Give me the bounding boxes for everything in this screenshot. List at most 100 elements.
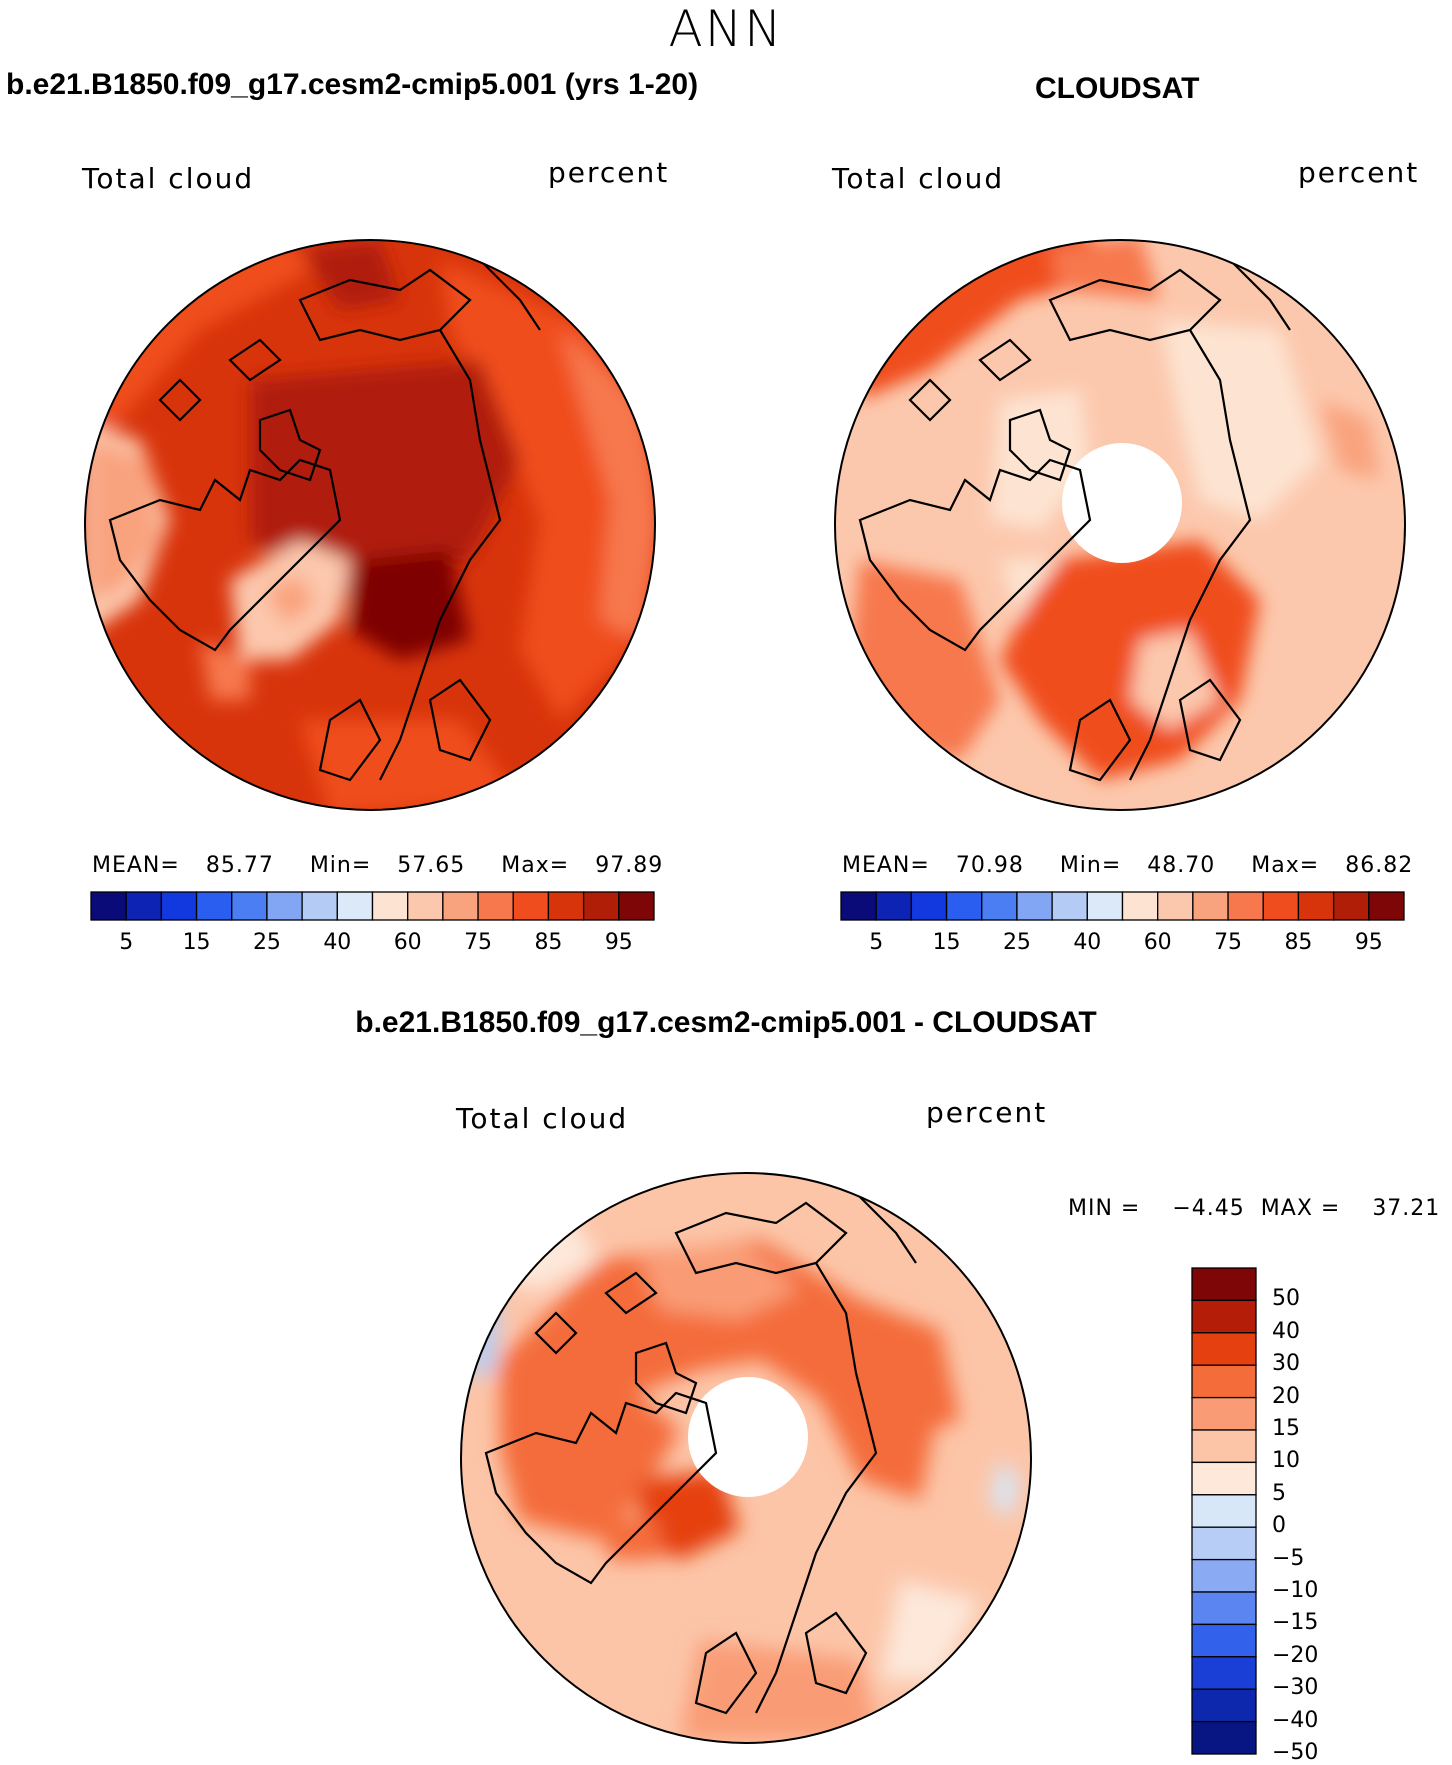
obs-variable-label: Total cloud — [832, 162, 1005, 195]
model-colorbar-tick-label: 95 — [604, 930, 633, 955]
season-title: ANN — [668, 0, 784, 58]
model-colorbar-box — [160, 891, 198, 921]
model-colorbar-box — [125, 891, 163, 921]
diff-colorbar-box — [1191, 1720, 1257, 1755]
diff-variable-label: Total cloud — [456, 1102, 629, 1135]
obs-colorbar-box — [1297, 891, 1335, 921]
model-units-label: percent — [548, 156, 670, 189]
obs-max-value: 86.82 — [1345, 853, 1414, 878]
diff-colorbar-tick-label: −15 — [1272, 1610, 1319, 1636]
model-colorbar-tick-label: 15 — [182, 930, 211, 955]
diff-colorbar-box — [1191, 1623, 1257, 1658]
diff-colorbar-box — [1191, 1267, 1257, 1302]
obs-colorbar-box — [1157, 891, 1194, 921]
diff-colorbar-box — [1191, 1299, 1257, 1334]
diff-colorbar-box — [1191, 1656, 1257, 1690]
diff-colorbar-box — [1191, 1461, 1257, 1496]
model-mean-label: MEAN= — [92, 853, 180, 878]
model-panel-title: b.e21.B1850.f09_g17.cesm2-cmip5.001 (yrs… — [6, 68, 699, 101]
diff-min-value: −4.45 — [1172, 1196, 1245, 1221]
diff-colorbar-tick-label: 20 — [1272, 1383, 1300, 1409]
obs-colorbar-tick-label: 95 — [1354, 930, 1383, 955]
model-colorbar-box — [477, 891, 514, 921]
model-min-value: 57.65 — [397, 853, 466, 878]
model-min-label: Min= — [309, 853, 372, 878]
model-colorbar-tick-label: 85 — [534, 930, 563, 955]
obs-colorbar-tick-label: 75 — [1214, 930, 1243, 955]
diff-max-value: 37.21 — [1372, 1196, 1441, 1221]
diff-colorbar-tick-label: −40 — [1272, 1707, 1319, 1733]
model-colorbar-box — [90, 891, 127, 921]
model-colorbar-box — [371, 891, 409, 921]
model-variable-label: Total cloud — [82, 162, 255, 195]
obs-colorbar-box — [1332, 891, 1370, 921]
obs-colorbar-tick-label: 25 — [1002, 930, 1031, 955]
obs-units-label: percent — [1298, 156, 1420, 189]
diff-colorbar-ticks: 50 40 30 20 15 10 5 0 −5 −10 −15 −20 −30 −40 −50 — [1272, 1268, 1332, 1765]
model-colorbar-tick-label: 60 — [393, 930, 422, 955]
model-colorbar-box — [442, 891, 479, 921]
obs-colorbar-box — [1121, 891, 1159, 921]
obs-panel-title: CLOUDSAT — [1035, 72, 1200, 105]
diff-colorbar-tick-label: 10 — [1272, 1448, 1300, 1474]
obs-colorbar-box — [1368, 891, 1405, 921]
model-colorbar-tick-label: 25 — [252, 930, 281, 955]
obs-max-label: Max= — [1251, 853, 1320, 878]
obs-colorbar-tick-label: 5 — [869, 930, 884, 955]
diff-max-label: MAX = — [1260, 1196, 1341, 1221]
model-colorbar-ticks: 5 15 25 40 60 75 85 95 — [91, 930, 654, 960]
diff-colorbar-tick-label: 30 — [1272, 1351, 1300, 1377]
diff-colorbar-box — [1191, 1688, 1257, 1723]
diff-colorbar-box — [1191, 1494, 1257, 1528]
diff-colorbar-box — [1191, 1332, 1257, 1366]
obs-colorbar-box — [1051, 891, 1088, 921]
obs-colorbar-box — [1227, 891, 1264, 921]
obs-colorbar-tick-label: 60 — [1143, 930, 1172, 955]
obs-mean-value: 70.98 — [955, 853, 1024, 878]
model-colorbar-box — [582, 891, 620, 921]
diff-colorbar — [1191, 1267, 1257, 1755]
model-colorbar-box — [195, 891, 233, 921]
model-colorbar-box — [301, 891, 338, 921]
diff-colorbar-box — [1191, 1591, 1257, 1626]
model-max-label: Max= — [501, 853, 570, 878]
diff-colorbar-tick-label: 5 — [1272, 1480, 1286, 1506]
obs-colorbar-tick-label: 15 — [932, 930, 961, 955]
model-max-value: 97.89 — [595, 853, 664, 878]
diff-colorbar-tick-label: −50 — [1272, 1740, 1319, 1765]
model-mean-value: 85.77 — [205, 853, 274, 878]
diff-colorbar-tick-label: 50 — [1272, 1286, 1300, 1312]
diff-units-label: percent — [926, 1096, 1048, 1129]
diff-colorbar-box — [1191, 1526, 1257, 1561]
model-colorbar-box — [407, 891, 444, 921]
diff-colorbar-box — [1191, 1558, 1257, 1593]
model-colorbar-tick-label: 5 — [119, 930, 134, 955]
diff-colorbar-tick-label: −30 — [1272, 1675, 1319, 1701]
obs-colorbar-tick-label: 85 — [1284, 930, 1313, 955]
model-colorbar — [90, 891, 655, 921]
diff-min-label: MIN = — [1068, 1196, 1141, 1221]
model-colorbar-box — [336, 891, 374, 921]
diff-colorbar-tick-label: −5 — [1272, 1545, 1305, 1571]
diff-colorbar-box — [1191, 1396, 1257, 1431]
obs-colorbar-box — [840, 891, 877, 921]
model-colorbar-box — [231, 891, 268, 921]
obs-colorbar-box — [981, 891, 1018, 921]
obs-colorbar-box — [945, 891, 983, 921]
obs-colorbar-box — [1086, 891, 1124, 921]
diff-colorbar-tick-label: 40 — [1272, 1318, 1300, 1344]
diff-colorbar-box — [1191, 1364, 1257, 1399]
diff-colorbar-tick-label: −20 — [1272, 1642, 1319, 1668]
diff-panel-title: b.e21.B1850.f09_g17.cesm2-cmip5.001 - CL… — [355, 1006, 1097, 1039]
obs-mean-label: MEAN= — [842, 853, 930, 878]
model-colorbar-tick-label: 40 — [323, 930, 352, 955]
obs-min-value: 48.70 — [1147, 853, 1216, 878]
model-colorbar-tick-label: 75 — [464, 930, 493, 955]
model-colorbar-box — [618, 891, 655, 921]
obs-colorbar — [840, 891, 1405, 921]
diff-colorbar-tick-label: 15 — [1272, 1416, 1300, 1441]
